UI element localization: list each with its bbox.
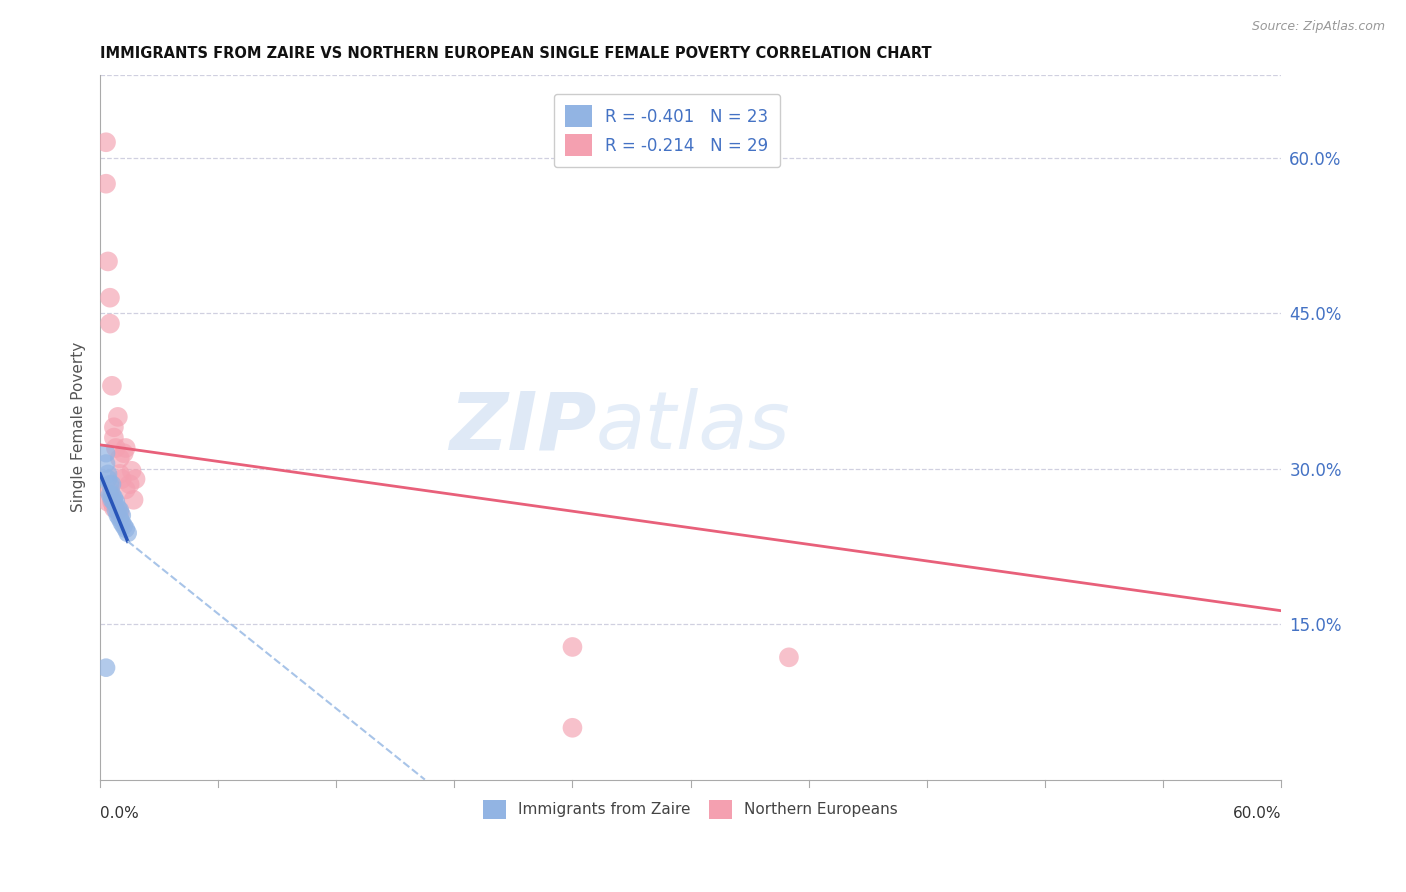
- Point: [94, 177, 117, 191]
- Point: [107, 409, 129, 424]
- Point: [94, 661, 117, 675]
- Point: [561, 640, 583, 654]
- Text: Source: ZipAtlas.com: Source: ZipAtlas.com: [1251, 20, 1385, 33]
- Point: [97, 467, 120, 481]
- Point: [108, 511, 131, 525]
- Point: [114, 522, 136, 536]
- Y-axis label: Single Female Poverty: Single Female Poverty: [72, 343, 86, 512]
- Point: [121, 464, 143, 478]
- Point: [122, 492, 145, 507]
- Point: [112, 518, 135, 533]
- Point: [112, 446, 135, 460]
- Point: [114, 483, 136, 497]
- Point: [98, 484, 121, 499]
- Point: [101, 477, 124, 491]
- Point: [101, 379, 124, 393]
- Text: atlas: atlas: [596, 388, 790, 467]
- Text: 60.0%: 60.0%: [1233, 806, 1281, 822]
- Text: IMMIGRANTS FROM ZAIRE VS NORTHERN EUROPEAN SINGLE FEMALE POVERTY CORRELATION CHA: IMMIGRANTS FROM ZAIRE VS NORTHERN EUROPE…: [100, 46, 932, 62]
- Point: [103, 431, 125, 445]
- Point: [108, 503, 131, 517]
- Text: 0.0%: 0.0%: [100, 806, 139, 822]
- Point: [103, 420, 125, 434]
- Point: [103, 501, 125, 516]
- Point: [98, 477, 121, 491]
- Point: [114, 441, 136, 455]
- Text: ZIP: ZIP: [449, 388, 596, 467]
- Point: [104, 441, 127, 455]
- Point: [111, 472, 134, 486]
- Point: [101, 492, 124, 507]
- Point: [97, 495, 120, 509]
- Point: [108, 451, 131, 466]
- Point: [103, 495, 125, 509]
- Point: [98, 291, 121, 305]
- Point: [111, 516, 134, 530]
- Point: [98, 487, 121, 501]
- Point: [101, 495, 124, 509]
- Point: [117, 525, 139, 540]
- Point: [107, 503, 129, 517]
- Point: [778, 650, 800, 665]
- Point: [94, 135, 117, 149]
- Point: [107, 501, 129, 516]
- Point: [94, 446, 117, 460]
- Point: [97, 472, 120, 486]
- Point: [104, 503, 127, 517]
- Point: [94, 457, 117, 471]
- Point: [118, 477, 141, 491]
- Point: [101, 487, 124, 501]
- Point: [98, 317, 121, 331]
- Point: [108, 467, 131, 481]
- Point: [97, 254, 120, 268]
- Point: [108, 506, 131, 520]
- Point: [107, 508, 129, 523]
- Point: [561, 721, 583, 735]
- Point: [104, 495, 127, 509]
- Point: [103, 491, 125, 505]
- Point: [111, 508, 134, 523]
- Legend: Immigrants from Zaire, Northern Europeans: Immigrants from Zaire, Northern European…: [477, 794, 904, 825]
- Point: [124, 472, 146, 486]
